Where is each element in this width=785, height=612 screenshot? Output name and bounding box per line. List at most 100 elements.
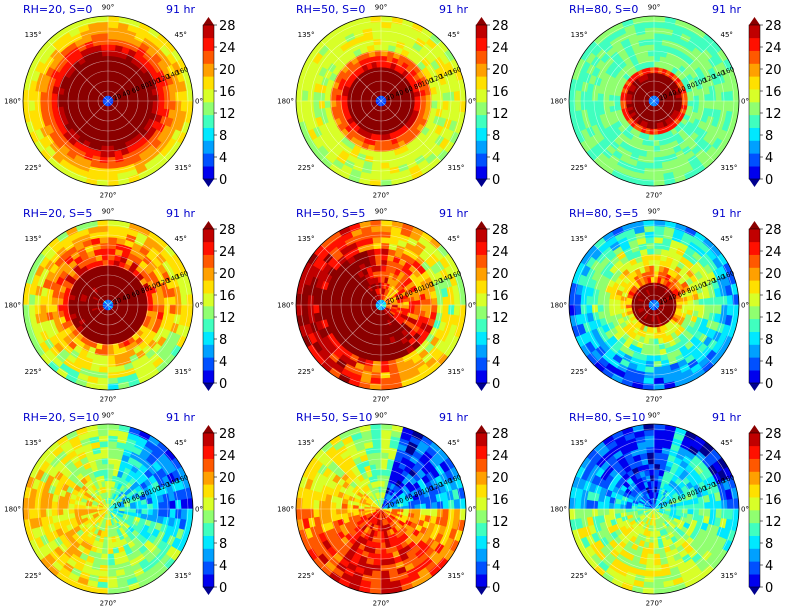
field-cell — [380, 43, 389, 51]
colorbar-bin — [203, 357, 214, 371]
field-cell — [653, 242, 663, 250]
colorbar-frame — [202, 24, 215, 180]
angle-tick-label: 225° — [571, 164, 588, 172]
colorbar-bin — [749, 254, 760, 268]
field-cell — [596, 304, 604, 313]
field-cell — [163, 100, 171, 110]
angle-tick-label: 270° — [100, 192, 117, 200]
colorbar-tick-label: 8 — [492, 333, 500, 348]
angle-tick-label: 315° — [448, 368, 465, 376]
field-cell — [436, 100, 444, 110]
field-cell — [323, 304, 331, 313]
colorbar-extend-max — [203, 17, 214, 25]
field-cell — [103, 332, 109, 340]
field-cell — [33, 100, 41, 111]
radial-tick-label: 80 — [686, 81, 697, 92]
panel-title-right: 91 hr — [439, 207, 468, 220]
field-cell — [646, 43, 655, 51]
colorbar-bin — [203, 229, 214, 243]
field-cell — [676, 304, 683, 310]
colorbar-tick-label: 20 — [219, 63, 236, 78]
field-cell — [323, 297, 331, 306]
field-cell — [380, 355, 389, 363]
radial-tick-label: 20 — [112, 92, 123, 103]
field-cell — [301, 100, 309, 112]
field-cell — [380, 38, 390, 46]
colorbar-tick-label: 8 — [765, 129, 773, 144]
colorbar-bin — [749, 318, 760, 332]
polar-field — [569, 16, 739, 186]
angle-tick-label: 270° — [646, 396, 663, 404]
angle-tick-label: 315° — [175, 368, 192, 376]
colorbar-tick-label: 20 — [492, 63, 509, 78]
colorbar-tick-label: 4 — [765, 151, 773, 166]
field-cell — [408, 304, 416, 310]
field-cell — [158, 100, 166, 109]
field-cell — [376, 332, 382, 340]
field-cell — [107, 360, 117, 368]
angle-tick-label: 135° — [571, 31, 588, 39]
field-cell — [163, 304, 171, 314]
colorbar-bin — [203, 63, 214, 77]
field-cell — [50, 100, 58, 109]
angle-tick-label: 270° — [373, 192, 390, 200]
field-cell — [50, 297, 58, 306]
field-cell — [380, 60, 387, 68]
field-cell — [726, 100, 734, 112]
field-cell — [23, 89, 30, 102]
angular-gridline — [107, 40, 169, 102]
field-cell — [721, 91, 729, 102]
field-cell — [372, 360, 382, 368]
polar-field — [569, 220, 739, 390]
field-cell — [643, 21, 655, 29]
colorbar-tick-label: 12 — [219, 311, 236, 326]
field-cell — [448, 295, 456, 306]
field-cell — [380, 264, 387, 272]
field-cell — [585, 304, 593, 315]
field-cell — [33, 91, 41, 102]
field-cell — [373, 151, 382, 159]
field-cell — [645, 360, 655, 368]
field-cell — [372, 38, 382, 46]
field-cell — [103, 327, 109, 334]
radial-tick-label: 60 — [130, 85, 141, 96]
field-cell — [99, 360, 109, 368]
field-cell — [653, 366, 664, 374]
panel-1: 2040608010012014016090°45°0°315°270°225°… — [4, 3, 235, 200]
angle-tick-label: 315° — [721, 164, 738, 172]
field-cell — [107, 276, 113, 283]
angular-gridline — [107, 100, 169, 162]
field-cell — [380, 242, 390, 250]
angular-gridline — [47, 40, 109, 102]
field-cell — [372, 156, 382, 164]
field-cell — [107, 38, 117, 46]
colorbar-tick-label: 16 — [765, 85, 782, 100]
field-cell — [39, 91, 47, 102]
field-cell — [90, 98, 98, 102]
field-cell — [591, 304, 599, 314]
field-cell — [380, 225, 392, 233]
field-cell — [99, 242, 109, 250]
field-cell — [107, 66, 113, 74]
angle-tick-label: 90° — [102, 4, 114, 12]
field-cell — [442, 100, 450, 111]
angle-tick-label: 180° — [550, 98, 567, 106]
field-cell — [442, 304, 450, 315]
field-cell — [180, 294, 188, 306]
angle-tick-label: 45° — [175, 31, 187, 39]
colorbar-tick-label: 28 — [219, 19, 236, 34]
field-cell — [653, 16, 666, 23]
colorbar-tick-label: 16 — [492, 289, 509, 304]
field-cell — [448, 91, 456, 102]
colorbar-bin — [749, 280, 760, 294]
angle-tick-label: 0° — [468, 98, 476, 106]
field-cell — [380, 372, 391, 380]
field-cell — [436, 296, 444, 306]
colorbar-tick-label: 28 — [765, 19, 782, 34]
field-cell — [163, 92, 171, 102]
colorbar-tick-label: 20 — [492, 267, 509, 282]
field-cell — [375, 134, 382, 142]
angle-tick-label: 0° — [741, 302, 749, 310]
